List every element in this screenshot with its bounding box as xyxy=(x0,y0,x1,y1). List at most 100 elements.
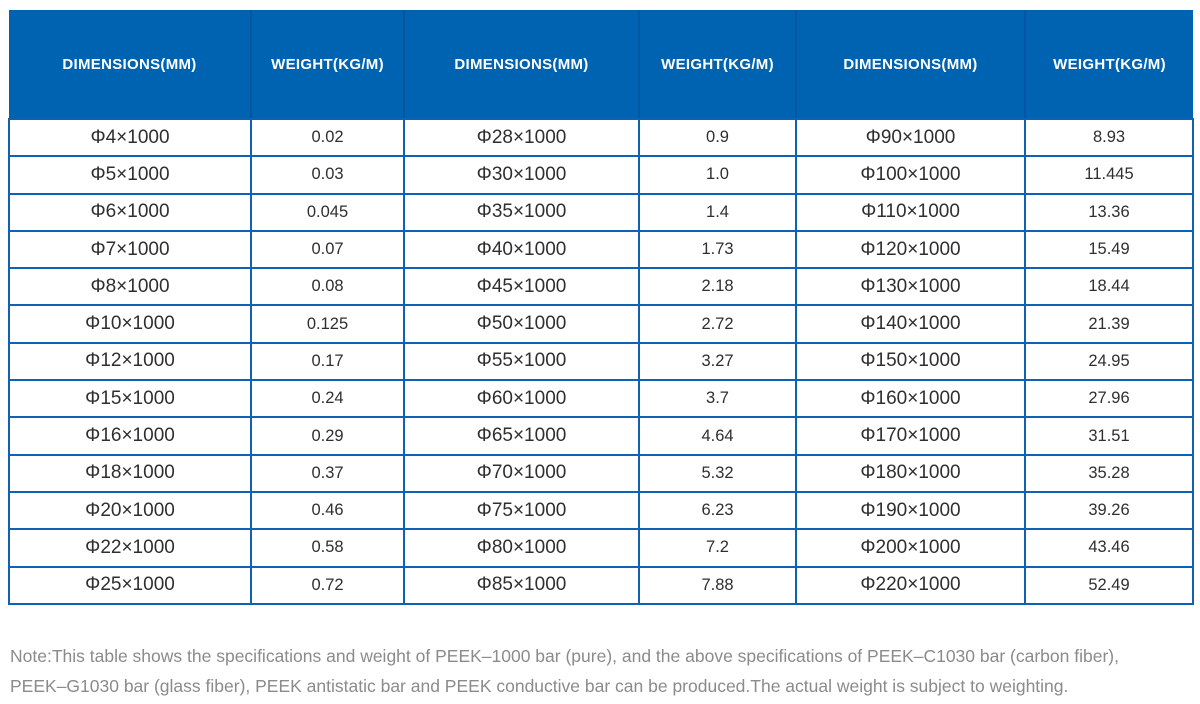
note: Note:This table shows the specifications… xyxy=(10,641,1194,701)
dimension-cell: Φ5×1000 xyxy=(8,155,252,195)
weight-cell: 1.0 xyxy=(638,155,797,195)
weight-cell: 43.46 xyxy=(1024,528,1194,568)
table-row: Φ22×1000 0.58 Φ80×1000 7.2 Φ200×1000 43.46 xyxy=(8,528,1194,568)
column-header: WEIGHT(KG/M) xyxy=(638,10,796,120)
table-row: Φ8×1000 0.08 Φ45×1000 2.18 Φ130×1000 18.44 xyxy=(8,267,1194,307)
weight-cell: 52.49 xyxy=(1024,565,1194,605)
weight-cell: 3.27 xyxy=(638,341,797,382)
dimension-cell: Φ150×1000 xyxy=(795,341,1026,382)
dimension-cell: Φ130×1000 xyxy=(795,267,1026,307)
weight-cell: 31.51 xyxy=(1024,416,1194,456)
dimension-cell: Φ8×1000 xyxy=(8,267,252,307)
weight-cell: 7.2 xyxy=(638,528,797,568)
dimension-cell: Φ28×1000 xyxy=(403,117,640,158)
dimension-cell: Φ60×1000 xyxy=(403,379,640,419)
peek-bar-spec-table: DIMENSIONS(MM) WEIGHT(KG/M) DIMENSIONS(MM)… xyxy=(8,10,1194,605)
dimension-cell: Φ220×1000 xyxy=(795,565,1026,605)
weight-cell: 15.49 xyxy=(1024,229,1194,270)
table-row: Φ10×1000 0.125 Φ50×1000 2.72 Φ140×1000 21.39 xyxy=(8,304,1194,344)
weight-cell: 0.125 xyxy=(250,304,405,344)
dimension-cell: Φ22×1000 xyxy=(8,528,252,568)
dimension-cell: Φ6×1000 xyxy=(8,192,252,232)
weight-cell: 11.445 xyxy=(1024,155,1194,195)
weight-cell: 0.37 xyxy=(250,453,405,493)
column-header: WEIGHT(KG/M) xyxy=(250,10,404,120)
dimension-cell: Φ20×1000 xyxy=(8,490,252,531)
weight-cell: 39.26 xyxy=(1024,490,1194,531)
dimension-cell: Φ12×1000 xyxy=(8,341,252,382)
dimension-cell: Φ15×1000 xyxy=(8,379,252,419)
dimension-cell: Φ25×1000 xyxy=(8,565,252,605)
table-row: Φ15×1000 0.24 Φ60×1000 3.7 Φ160×1000 27.96 xyxy=(8,379,1194,419)
column-header: DIMENSIONS(MM) xyxy=(9,10,251,120)
dimension-cell: Φ45×1000 xyxy=(403,267,640,307)
dimension-cell: Φ50×1000 xyxy=(403,304,640,344)
table-header-row: DIMENSIONS(MM) WEIGHT(KG/M) DIMENSIONS(MM)… xyxy=(9,10,1193,120)
dimension-cell: Φ140×1000 xyxy=(795,304,1026,344)
table-row: Φ18×1000 0.37 Φ70×1000 5.32 Φ180×1000 35.28 xyxy=(8,453,1194,493)
column-header: WEIGHT(KG/M) xyxy=(1024,10,1193,120)
weight-cell: 1.4 xyxy=(638,192,797,232)
weight-cell: 35.28 xyxy=(1024,453,1194,493)
column-header: DIMENSIONS(MM) xyxy=(403,10,639,120)
dimension-cell: Φ190×1000 xyxy=(795,490,1026,531)
weight-cell: 6.23 xyxy=(638,490,797,531)
weight-cell: 0.03 xyxy=(250,155,405,195)
column-header: DIMENSIONS(MM) xyxy=(795,10,1025,120)
dimension-cell: Φ200×1000 xyxy=(795,528,1026,568)
weight-cell: 0.08 xyxy=(250,267,405,307)
note-line-1: Note:This table shows the specifications… xyxy=(10,646,1119,666)
weight-cell: 0.46 xyxy=(250,490,405,531)
dimension-cell: Φ70×1000 xyxy=(403,453,640,493)
note-line-2: PEEK–G1030 bar (glass fiber), PEEK antis… xyxy=(10,676,1069,696)
dimension-cell: Φ110×1000 xyxy=(795,192,1026,232)
dimension-cell: Φ180×1000 xyxy=(795,453,1026,493)
dimension-cell: Φ35×1000 xyxy=(403,192,640,232)
table-row: Φ4×1000 0.02 Φ28×1000 0.9 Φ90×1000 8.93 xyxy=(8,117,1194,158)
dimension-cell: Φ65×1000 xyxy=(403,416,640,456)
weight-cell: 1.73 xyxy=(638,229,797,270)
weight-cell: 0.02 xyxy=(250,117,405,158)
table-row: Φ16×1000 0.29 Φ65×1000 4.64 Φ170×1000 31.51 xyxy=(8,416,1194,456)
table-body: Φ4×1000 0.02 Φ28×1000 0.9 Φ90×1000 8.93 Φ5×100… xyxy=(8,117,1194,605)
table-row: Φ12×1000 0.17 Φ55×1000 3.27 Φ150×1000 24.95 xyxy=(8,341,1194,382)
dimension-cell: Φ4×1000 xyxy=(8,117,252,158)
weight-cell: 18.44 xyxy=(1024,267,1194,307)
weight-cell: 0.17 xyxy=(250,341,405,382)
dimension-cell: Φ10×1000 xyxy=(8,304,252,344)
dimension-cell: Φ16×1000 xyxy=(8,416,252,456)
dimension-cell: Φ75×1000 xyxy=(403,490,640,531)
weight-cell: 4.64 xyxy=(638,416,797,456)
table-row: Φ6×1000 0.045 Φ35×1000 1.4 Φ110×1000 13.36 xyxy=(8,192,1194,232)
dimension-cell: Φ40×1000 xyxy=(403,229,640,270)
dimension-cell: Φ85×1000 xyxy=(403,565,640,605)
weight-cell: 27.96 xyxy=(1024,379,1194,419)
dimension-cell: Φ120×1000 xyxy=(795,229,1026,270)
table-row: Φ25×1000 0.72 Φ85×1000 7.88 Φ220×1000 52.49 xyxy=(8,565,1194,605)
weight-cell: 0.29 xyxy=(250,416,405,456)
weight-cell: 0.07 xyxy=(250,229,405,270)
weight-cell: 7.88 xyxy=(638,565,797,605)
table-row: Φ7×1000 0.07 Φ40×1000 1.73 Φ120×1000 15.49 xyxy=(8,229,1194,270)
weight-cell: 2.18 xyxy=(638,267,797,307)
weight-cell: 8.93 xyxy=(1024,117,1194,158)
weight-cell: 13.36 xyxy=(1024,192,1194,232)
weight-cell: 5.32 xyxy=(638,453,797,493)
weight-cell: 21.39 xyxy=(1024,304,1194,344)
weight-cell: 2.72 xyxy=(638,304,797,344)
table-row: Φ20×1000 0.46 Φ75×1000 6.23 Φ190×1000 39.26 xyxy=(8,490,1194,531)
weight-cell: 0.9 xyxy=(638,117,797,158)
dimension-cell: Φ7×1000 xyxy=(8,229,252,270)
weight-cell: 0.045 xyxy=(250,192,405,232)
dimension-cell: Φ170×1000 xyxy=(795,416,1026,456)
weight-cell: 0.72 xyxy=(250,565,405,605)
table-row: Φ5×1000 0.03 Φ30×1000 1.0 Φ100×1000 11.445 xyxy=(8,155,1194,195)
weight-cell: 0.24 xyxy=(250,379,405,419)
dimension-cell: Φ80×1000 xyxy=(403,528,640,568)
dimension-cell: Φ55×1000 xyxy=(403,341,640,382)
dimension-cell: Φ30×1000 xyxy=(403,155,640,195)
weight-cell: 24.95 xyxy=(1024,341,1194,382)
weight-cell: 3.7 xyxy=(638,379,797,419)
dimension-cell: Φ160×1000 xyxy=(795,379,1026,419)
